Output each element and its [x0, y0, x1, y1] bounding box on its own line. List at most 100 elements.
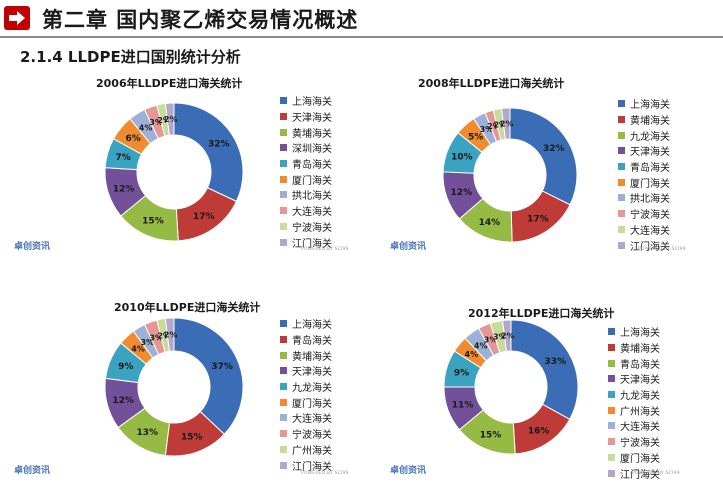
legend-item: 宁波海关 [280, 219, 332, 235]
legend-item: 广州海关 [280, 442, 332, 458]
donut-chart: 32%17%14%12%10%5%3%2%2%2% [442, 107, 578, 243]
legend-item: 江门海关 [608, 465, 660, 481]
donut-slice [502, 319, 512, 352]
data-label: 32% [208, 140, 230, 150]
legend-item: 天津海关 [280, 109, 332, 125]
legend-item: 江门海关 [280, 457, 332, 473]
data-label: 2% [164, 331, 178, 340]
legend-swatch [280, 461, 287, 469]
data-label: 5% [468, 133, 483, 143]
arrow-right-icon [4, 6, 30, 30]
legend-item: 黄埔海关 [280, 347, 332, 363]
legend-item: 厦门海关 [280, 394, 332, 410]
legend-swatch [280, 222, 287, 230]
legend-label: 天津海关 [292, 367, 332, 379]
legend-label: 厦门海关 [292, 175, 332, 187]
data-label: 12% [451, 188, 473, 198]
chart-panel-2010: 2010年LLDPE进口海关统计 37% 15% 13% 12% 9% 4% 3% 3% 2% 2… [0, 296, 362, 482]
legend-swatch [280, 367, 287, 375]
legend-item: 大连海关 [280, 410, 332, 426]
legend-swatch [280, 320, 287, 328]
legend-label: 广州海关 [292, 445, 332, 457]
donut-slice [164, 102, 175, 136]
header-bar: 第二章 国内聚乙烯交易情况概述 [0, 0, 723, 38]
page-title: 第二章 国内聚乙烯交易情况概述 [42, 8, 359, 32]
legend-label: 青岛海关 [630, 163, 670, 175]
legend-item: 宁波海关 [608, 434, 660, 450]
legend-label: 黄埔海关 [630, 116, 670, 128]
chart-legend: 上海海关 青岛海关 黄埔海关 天津海关 九龙海关 厦门海关 大连海关 宁波海关 广州海关 江门海关 [280, 316, 332, 473]
legend-label: 宁波海关 [292, 222, 332, 234]
legend-label: 黄埔海关 [292, 351, 332, 363]
legend-label: 大连海关 [292, 207, 332, 219]
legend-item: 广州海关 [608, 402, 660, 418]
legend-item: 上海海关 [280, 316, 332, 332]
legend-label: 天津海关 [292, 113, 332, 125]
legend-item: 青岛海关 [280, 156, 332, 172]
donut-slice [164, 317, 175, 352]
watermark-brand: 卓创资讯 [390, 242, 427, 252]
data-label: 2% [501, 332, 515, 341]
legend-swatch [608, 391, 615, 399]
legend-swatch [280, 336, 287, 344]
legend-swatch [280, 238, 287, 246]
legend-item: 九龙海关 [608, 387, 660, 403]
legend-swatch [618, 116, 625, 124]
data-label: 33% [545, 357, 567, 367]
legend-swatch [280, 97, 287, 105]
legend-item: 厦门海关 [618, 174, 670, 190]
legend-label: 厦门海关 [292, 398, 332, 410]
legend-label: 黄埔海关 [620, 344, 660, 356]
legend-label: 九龙海关 [630, 131, 670, 143]
data-label: 3% [480, 125, 494, 134]
watermark-powered: POWERED BY SCI99 [301, 247, 349, 252]
watermark-brand: 卓创资讯 [14, 242, 51, 252]
data-label: 2% [487, 122, 501, 131]
header-divider [0, 36, 723, 38]
chart-panel-2006: 2006年LLDPE进口海关统计 32% 17% 15% 12% 7% 6% 4% 3% 2% 2… [0, 70, 362, 265]
legend-label: 厦门海关 [620, 453, 660, 465]
data-label: 4% [131, 345, 145, 354]
legend-item: 上海海关 [280, 93, 332, 109]
legend-swatch [618, 147, 625, 155]
watermark-brand: 卓创资讯 [390, 466, 427, 476]
legend-label: 天津海关 [620, 375, 660, 387]
legend-item: 宁波海关 [280, 426, 332, 442]
legend-label: 大连海关 [292, 414, 332, 426]
legend-item: 大连海关 [280, 203, 332, 219]
legend-swatch [618, 100, 625, 108]
data-label: 12% [113, 184, 135, 194]
legend-label: 青岛海关 [292, 160, 332, 172]
watermark-powered: POWERED BY SCI99 [638, 247, 686, 252]
data-label: 4% [474, 341, 488, 350]
data-label: 11% [452, 400, 474, 410]
section-title: 2.1.4 LLDPE进口国别统计分析 [20, 48, 241, 66]
legend-label: 厦门海关 [630, 178, 670, 190]
legend-item: 天津海关 [280, 363, 332, 379]
legend-swatch [280, 445, 287, 453]
data-label: 3% [149, 118, 163, 127]
legend-item: 青岛海关 [608, 355, 660, 371]
data-label: 6% [126, 134, 141, 144]
legend-swatch [608, 344, 615, 352]
legend-item: 青岛海关 [618, 159, 670, 175]
watermark-brand: 卓创资讯 [14, 466, 51, 476]
legend-item: 青岛海关 [280, 332, 332, 348]
chart-title: 2008年LLDPE进口海关统计 [418, 77, 565, 90]
legend-label: 青岛海关 [620, 359, 660, 371]
legend-label: 天津海关 [630, 147, 670, 159]
legend-label: 青岛海关 [292, 336, 332, 348]
legend-label: 江门海关 [620, 469, 660, 481]
legend-label: 大连海关 [630, 225, 670, 237]
legend-item: 拱北海关 [618, 190, 670, 206]
legend-item: 厦门海关 [280, 171, 332, 187]
legend-swatch [608, 422, 615, 430]
legend-item: 深圳海关 [280, 140, 332, 156]
data-label: 17% [527, 214, 549, 224]
legend-label: 宁波海关 [292, 430, 332, 442]
legend-label: 黄埔海关 [292, 128, 332, 140]
donut-slice [509, 107, 578, 206]
legend-item: 黄埔海关 [618, 112, 670, 128]
legend-swatch [618, 194, 625, 202]
legend-swatch [608, 359, 615, 367]
